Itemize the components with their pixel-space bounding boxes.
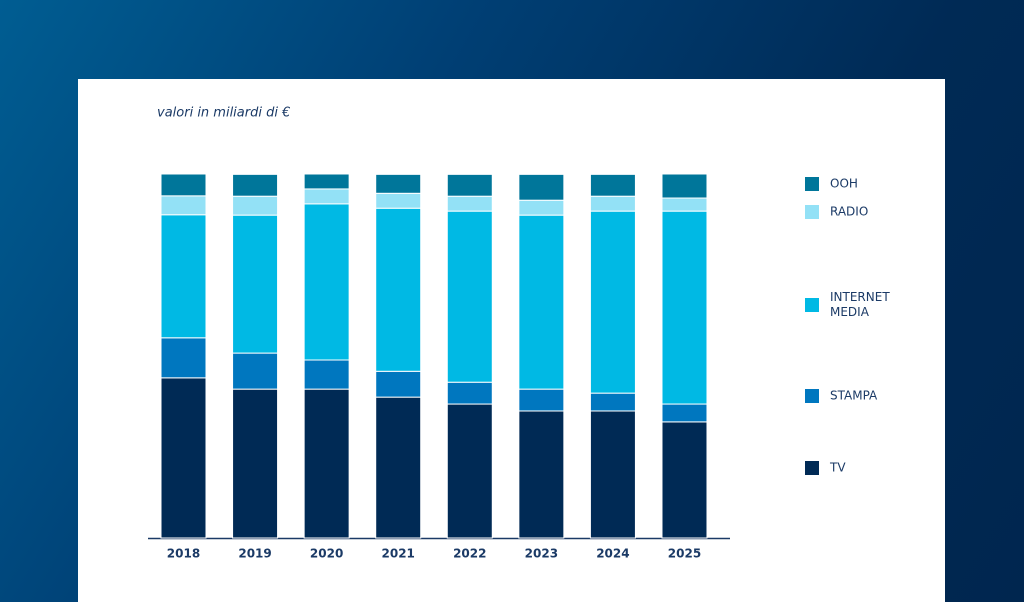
bar-segment [303,388,350,539]
bar-segment [160,337,207,379]
x-tick-label: 2022 [453,547,486,561]
bar-segment [375,396,422,539]
bar-segment [589,210,636,394]
bar-segment [160,214,207,339]
x-tick-label: 2024 [596,547,629,561]
bar-segment [589,410,636,539]
bar-segment [589,392,636,412]
x-tick-label: 2023 [525,547,558,561]
bar-segment [232,214,279,354]
bar-segment [518,388,565,412]
bar-segment [375,370,422,398]
bar-segment [303,188,350,205]
bar-segment [446,381,493,405]
bar-segment [661,403,708,423]
x-tick-label: 2020 [310,547,343,561]
bar-segment [661,173,708,199]
legend-swatch [805,205,819,219]
bar-segment [518,410,565,539]
legend-label: OOH [830,176,858,191]
bar-segment [303,173,350,190]
bar-segment [661,197,708,212]
bar-segment [446,173,493,197]
bar-segment [303,203,350,361]
bar-segment [446,210,493,383]
bar-segment [446,195,493,212]
legend-swatch [805,389,819,403]
x-tick-label: 2025 [668,547,701,561]
bar-segment [518,173,565,201]
legend-label: RADIO [830,204,869,219]
bar-segment [661,210,708,405]
legend-label: INTERNET MEDIA [830,290,890,319]
bar-segment [232,173,279,197]
x-tick-label: 2018 [167,547,200,561]
bar-segment [232,388,279,539]
legend-swatch [805,177,819,191]
chart-card [78,79,945,602]
bar-segment [232,352,279,390]
bar-segment [232,195,279,216]
chart-subtitle: valori in miliardi di € [157,106,290,121]
bar-segment [589,195,636,212]
bar-segment [375,207,422,372]
legend-swatch [805,461,819,475]
bar-segment [160,173,207,197]
bar-segment [446,403,493,539]
bar-segment [661,421,708,539]
bar-segment [160,195,207,216]
bar-segment [160,377,207,539]
legend-label: TV [830,460,846,475]
bar-segment [589,173,636,197]
x-tick-label: 2019 [238,547,271,561]
bar-segment [518,199,565,216]
bar-segment [518,214,565,390]
bar-segment [303,359,350,390]
bar-segment [375,173,422,194]
legend-swatch [805,298,819,312]
legend-label: STAMPA [830,388,878,403]
bar-segment [375,192,422,209]
x-tick-label: 2021 [382,547,415,561]
